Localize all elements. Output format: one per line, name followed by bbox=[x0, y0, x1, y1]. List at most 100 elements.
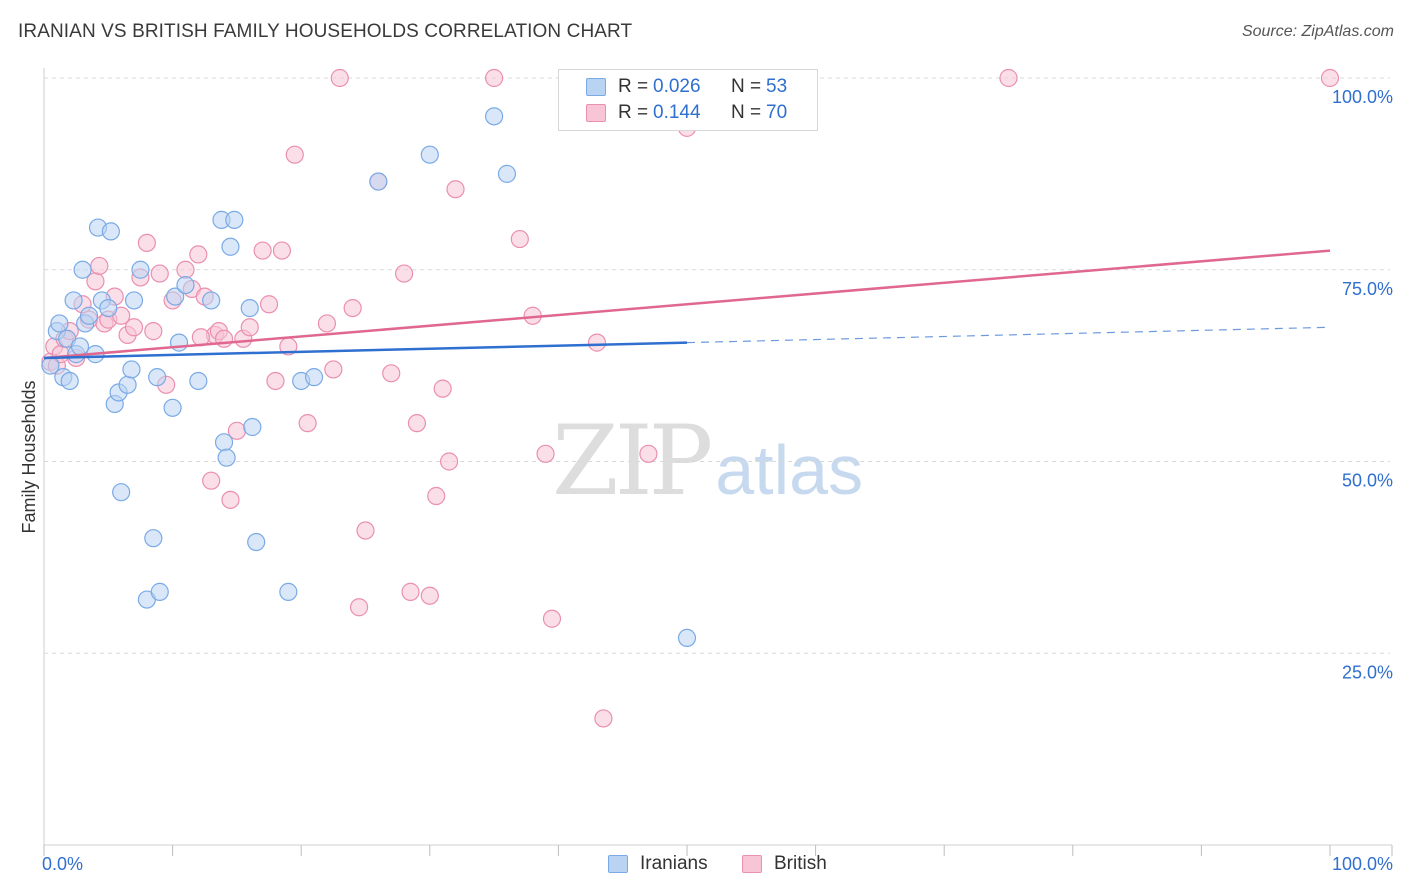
y-axis-label: Family Households bbox=[19, 380, 39, 533]
iranians-point bbox=[189, 371, 208, 391]
stats-row-british: R = 0.144 N = 70 bbox=[559, 100, 817, 126]
british-point bbox=[298, 414, 317, 433]
y-tick-label: 50.0% bbox=[1342, 471, 1393, 491]
british-point bbox=[259, 295, 279, 314]
iranian-points bbox=[41, 107, 697, 648]
iranians-point bbox=[70, 337, 90, 356]
british-point bbox=[536, 444, 555, 463]
british-point bbox=[272, 241, 292, 260]
british-point bbox=[189, 245, 208, 264]
british-point bbox=[240, 318, 259, 337]
british-point bbox=[221, 490, 240, 509]
r-label: R = bbox=[618, 102, 649, 123]
british-point bbox=[510, 229, 529, 249]
british-point bbox=[214, 329, 234, 348]
tick-labels: 25.0% 50.0% 75.0% 100.0% 0.0% 100.0% bbox=[42, 87, 1393, 874]
iranians-point bbox=[243, 417, 262, 437]
british-legend-swatch bbox=[742, 855, 762, 873]
british-point bbox=[266, 371, 285, 391]
british-trend-line bbox=[43, 249, 1331, 360]
british-point bbox=[382, 364, 401, 383]
british-point bbox=[343, 299, 362, 318]
british-point bbox=[407, 414, 427, 433]
british-legend-label: British bbox=[774, 853, 827, 874]
y-tick-label: 100.0% bbox=[1332, 87, 1393, 107]
iranians-point bbox=[169, 333, 189, 352]
iranians-point bbox=[420, 145, 439, 164]
iranians-point bbox=[99, 299, 118, 318]
r-value: 0.144 bbox=[653, 102, 701, 123]
iranians-point bbox=[176, 275, 195, 295]
iranian-trend-line bbox=[43, 341, 688, 360]
british-points bbox=[41, 68, 1340, 728]
iranians-point bbox=[112, 483, 131, 502]
grid bbox=[44, 77, 1390, 654]
iranians-point bbox=[497, 164, 517, 183]
british-point bbox=[446, 180, 465, 199]
watermark-atlas: atlas bbox=[715, 431, 864, 509]
british-point bbox=[401, 582, 420, 601]
iranians-point bbox=[101, 222, 120, 241]
iranians-legend-swatch bbox=[608, 855, 628, 873]
iranians-point bbox=[122, 360, 141, 379]
british-point bbox=[427, 486, 446, 506]
british-point bbox=[485, 68, 504, 88]
british-point bbox=[587, 333, 607, 352]
british-point bbox=[999, 68, 1018, 88]
iranians-point bbox=[163, 398, 182, 417]
british-point bbox=[137, 233, 156, 253]
n-value: 70 bbox=[766, 102, 788, 123]
british-point bbox=[285, 145, 304, 164]
iranians-point bbox=[369, 172, 388, 191]
iranians-point bbox=[240, 299, 259, 318]
british-point bbox=[144, 322, 163, 341]
iranians-point bbox=[50, 314, 69, 333]
british-point bbox=[90, 256, 109, 276]
axes bbox=[43, 68, 1393, 856]
iranians-point bbox=[79, 306, 99, 325]
british-point bbox=[1320, 68, 1340, 88]
trend-lines bbox=[43, 249, 1331, 360]
n-value: 53 bbox=[766, 76, 788, 97]
iranians-swatch bbox=[586, 78, 606, 96]
r-value: 0.026 bbox=[653, 76, 701, 97]
british-point bbox=[150, 264, 169, 283]
iranians-point bbox=[217, 448, 236, 467]
iranians-point bbox=[221, 237, 240, 256]
british-point bbox=[324, 360, 343, 379]
stats-legend: R = 0.026 N = 53 R = 0.144 N = 70 bbox=[558, 69, 818, 131]
iranians-point bbox=[677, 628, 697, 648]
iranians-point bbox=[247, 532, 266, 552]
iranians-point bbox=[214, 433, 234, 452]
iranians-point bbox=[150, 582, 169, 601]
british-point bbox=[202, 471, 221, 490]
stats-row-iranians: R = 0.026 N = 53 bbox=[559, 74, 817, 100]
n-label: N = bbox=[731, 102, 762, 123]
x-tick-label: 100.0% bbox=[1332, 854, 1393, 874]
iranians-point bbox=[73, 260, 92, 279]
iranians-point bbox=[131, 260, 150, 279]
iranians-point bbox=[485, 107, 504, 126]
british-point bbox=[330, 68, 349, 88]
iranians-point bbox=[225, 210, 244, 229]
british-point bbox=[542, 609, 562, 628]
x-tick-label: 0.0% bbox=[42, 854, 83, 874]
iranian-trend-extension bbox=[686, 326, 1331, 344]
r-label: R = bbox=[618, 76, 649, 97]
iranians-point bbox=[124, 291, 144, 310]
british-point bbox=[639, 444, 658, 463]
iranians-point bbox=[118, 375, 137, 394]
british-point bbox=[439, 452, 459, 471]
british-point bbox=[433, 379, 452, 398]
iranians-point bbox=[304, 368, 324, 387]
british-point bbox=[253, 241, 272, 260]
y-tick-label: 25.0% bbox=[1342, 662, 1393, 682]
british-point bbox=[124, 318, 144, 337]
british-point bbox=[176, 260, 195, 279]
british-swatch bbox=[586, 104, 606, 122]
source-label: Source: ZipAtlas.com bbox=[1241, 23, 1394, 40]
iranians-point bbox=[166, 287, 185, 306]
watermark: ZIPatlas bbox=[552, 405, 863, 517]
iranians-point bbox=[279, 582, 298, 601]
